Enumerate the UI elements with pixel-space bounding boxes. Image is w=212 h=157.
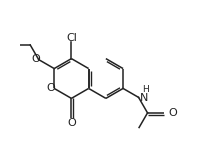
Text: N: N <box>139 93 148 103</box>
Text: O: O <box>168 108 177 118</box>
Text: O: O <box>46 83 55 93</box>
Text: H: H <box>142 85 149 94</box>
Text: O: O <box>31 54 40 64</box>
Text: Cl: Cl <box>66 33 77 43</box>
Text: O: O <box>67 118 76 128</box>
